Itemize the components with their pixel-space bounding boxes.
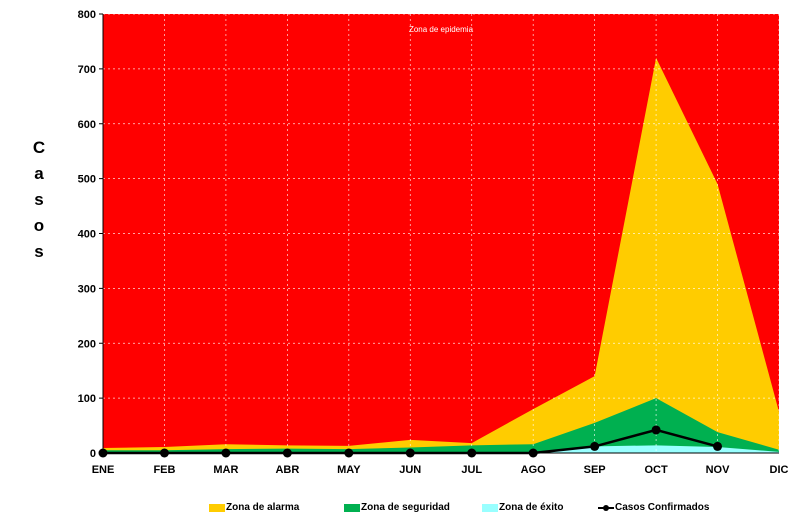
area-series-1 [103,398,779,453]
legend-item-exito: Zona de éxito [482,502,563,513]
line-point-1 [159,448,169,458]
area-series-2 [103,445,779,453]
line-point-3 [282,448,292,458]
x-tick-label-11: DIC [770,464,789,476]
legend-item-alarma: Zona de alarma [209,502,299,513]
line-point-0 [98,448,108,458]
zone-epidemia-label: Zona de epidemia [409,25,474,34]
legend-item-seguridad: Zona de seguridad [344,502,450,513]
legend-label-exito: Zona de éxito [499,502,564,513]
y-tick-label-7: 700 [78,64,96,76]
legend-label-seguridad: Zona de seguridad [361,502,450,513]
x-tick-label-3: ABR [275,464,299,476]
line-point-9 [651,425,661,435]
x-tick-label-0: ENE [92,464,115,476]
y-tick-label-8: 800 [78,9,96,21]
line-point-6 [467,448,477,458]
line-point-5 [405,448,415,458]
x-tick-label-9: OCT [644,464,668,476]
y-axis-label: Casos [32,138,46,261]
legend-swatch-exito [482,503,498,512]
legend: Zona de alarma Zona de seguridad Zona de… [0,502,804,522]
line-point-10 [713,441,723,451]
area-series-0 [103,57,779,454]
x-tick-label-10: NOV [706,464,731,476]
x-tick-label-6: JUL [461,464,482,476]
y-tick-label-3: 300 [78,283,96,295]
legend-swatch-seguridad [344,503,360,512]
legend-item-confirmados: Casos Confirmados [598,502,709,513]
x-tick-label-8: SEP [584,464,606,476]
y-tick-label-0: 0 [90,448,96,460]
x-tick-label-5: JUN [399,464,421,476]
line-point-4 [344,448,354,458]
y-tick-label-5: 500 [78,174,96,186]
legend-line-confirmados [598,504,614,512]
line-point-8 [590,441,600,451]
x-tick-label-2: MAR [213,464,238,476]
legend-label-alarma: Zona de alarma [226,502,300,513]
x-tick-label-4: MAY [337,464,361,476]
line-point-2 [221,448,231,458]
line-point-7 [528,448,538,458]
y-tick-label-2: 200 [78,338,96,350]
legend-label-confirmados: Casos Confirmados [615,502,710,513]
x-tick-label-7: AGO [521,464,547,476]
y-tick-label-4: 400 [78,229,96,241]
x-tick-label-1: FEB [153,464,175,476]
legend-swatch-alarma [209,503,225,512]
y-tick-label-1: 100 [78,393,96,405]
y-tick-label-6: 600 [78,119,96,131]
